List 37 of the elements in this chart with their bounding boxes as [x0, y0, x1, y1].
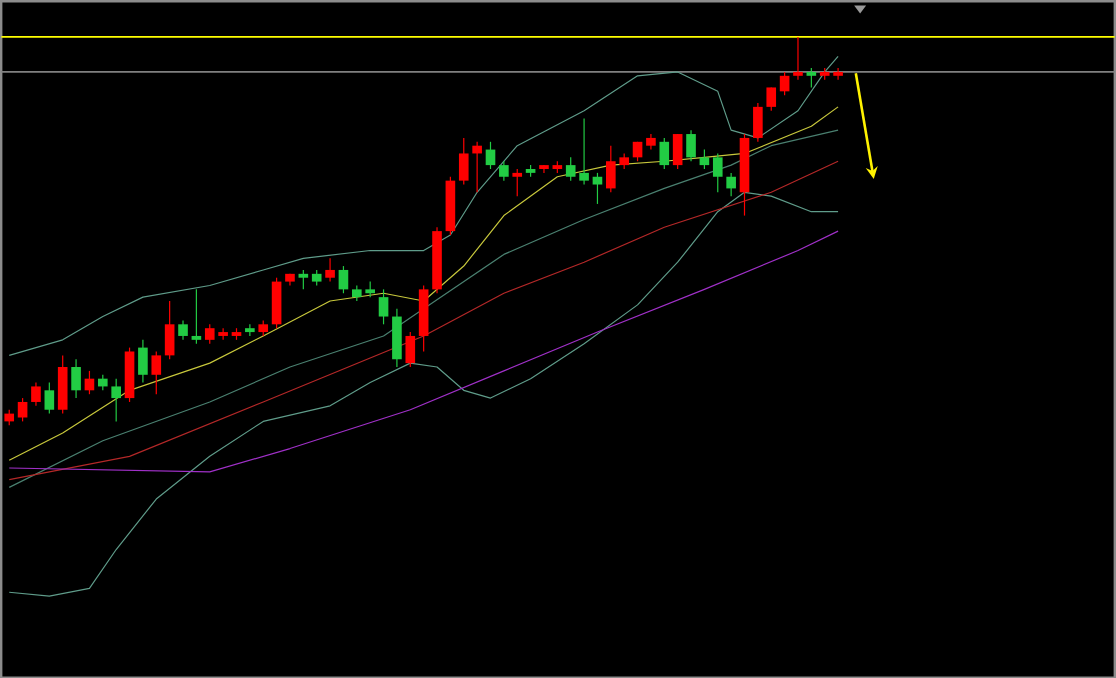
candlestick: [325, 257, 335, 282]
candlestick: [164, 299, 175, 360]
candlestick: [592, 171, 603, 205]
candlestick: [753, 101, 763, 142]
candlestick: [793, 35, 803, 80]
candlestick: [298, 268, 309, 290]
candlestick: [138, 338, 148, 383]
candlestick: [405, 331, 416, 368]
candlestick: [392, 307, 402, 368]
candlestick: [338, 265, 349, 294]
candlestick: [111, 377, 121, 422]
candlestick: [418, 284, 429, 352]
candlestick: [71, 358, 81, 399]
candlestick: [699, 148, 710, 170]
candlestick: [271, 276, 282, 329]
candlestick: [378, 288, 389, 325]
candlestick: [124, 346, 135, 403]
candlestick: [178, 319, 188, 340]
candlestick: [472, 140, 482, 193]
candlestick: [512, 167, 523, 197]
candlestick: [659, 136, 670, 170]
candlestick: [726, 171, 736, 197]
candlestick: [57, 354, 68, 414]
candlestick: [44, 381, 55, 414]
candlestick: [712, 152, 723, 193]
candlestick: [779, 70, 790, 96]
candlestick: [31, 381, 41, 406]
candlestick: [485, 140, 496, 170]
candlestick: [17, 397, 28, 422]
candlestick: [499, 160, 509, 181]
candlestick: [151, 350, 162, 395]
candlestick: [245, 323, 255, 337]
candlestick: [672, 132, 683, 170]
candlestick: [191, 288, 202, 344]
candlestick: [806, 66, 817, 88]
candlestick: [458, 136, 469, 185]
candlestick: [686, 129, 696, 162]
